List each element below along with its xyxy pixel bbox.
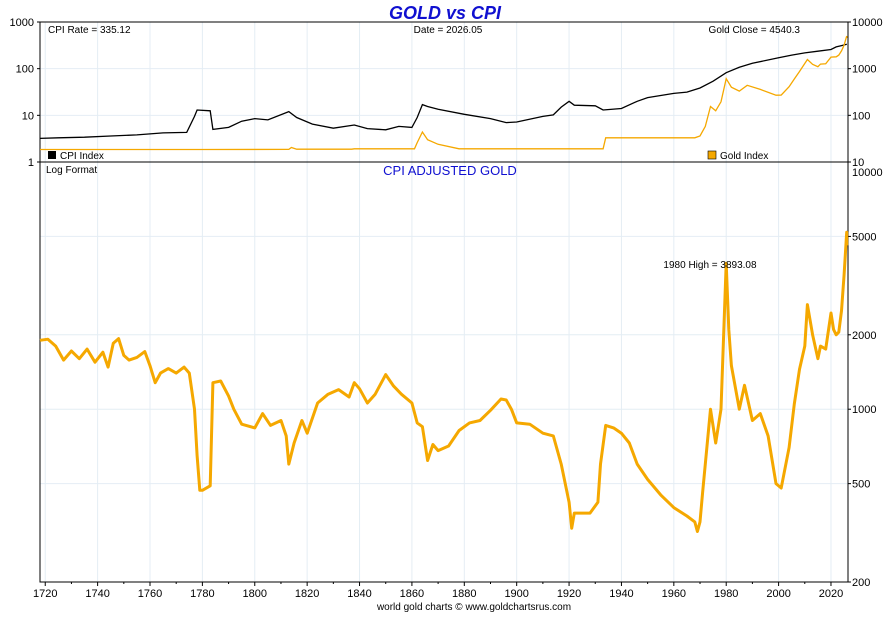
bottom-panel-title: CPI ADJUSTED GOLD bbox=[383, 163, 517, 178]
x-tick-label: 1720 bbox=[33, 588, 57, 600]
gold-index-line bbox=[40, 35, 848, 151]
cpi-adjusted-gold-line bbox=[39, 230, 849, 533]
right-tick-label: 5000 bbox=[852, 231, 876, 243]
x-tick-label: 1740 bbox=[85, 588, 109, 600]
cpi-index-line bbox=[39, 43, 847, 140]
top-left-tick-label: 1 bbox=[28, 157, 34, 169]
x-tick-label: 1860 bbox=[400, 588, 424, 600]
top-panel-axes: 1 10 100 1000 10 100 1000 10000 bbox=[10, 17, 883, 169]
x-tick-label: 1920 bbox=[557, 588, 581, 600]
x-tick-label: 1880 bbox=[452, 588, 476, 600]
x-tick-label: 1820 bbox=[295, 588, 319, 600]
right-tick-label: 10000 bbox=[852, 167, 883, 179]
right-tick-label: 1000 bbox=[852, 404, 876, 416]
top-panel-frame bbox=[39, 21, 849, 163]
cpi-legend-swatch bbox=[48, 151, 56, 159]
bottom-panel-axes: 1720 1740 1760 1780 1800 1820 1840 1860 1880 1900… bbox=[33, 161, 883, 600]
top-right-tick-label: 10 bbox=[852, 157, 864, 169]
log-format-note: Log Format bbox=[46, 165, 97, 176]
bottom-panel-frame bbox=[39, 161, 849, 583]
right-tick-label: 2000 bbox=[852, 330, 876, 342]
right-tick-label: 200 bbox=[852, 577, 870, 589]
top-left-tick-label: 100 bbox=[16, 64, 34, 76]
x-tick-label: 2000 bbox=[766, 588, 790, 600]
chart-title: GOLD vs CPI bbox=[389, 3, 502, 23]
bottom-panel: 1720 1740 1760 1780 1800 1820 1840 1860 1880 1900… bbox=[33, 161, 883, 600]
1980-high-annotation: 1980 High = 3893.08 bbox=[663, 260, 757, 271]
bottom-panel-grid bbox=[40, 161, 848, 583]
top-panel-grid bbox=[40, 21, 848, 163]
right-tick-label: 500 bbox=[852, 479, 870, 491]
top-left-tick-label: 10 bbox=[22, 110, 34, 122]
x-tick-label: 2020 bbox=[819, 588, 843, 600]
x-tick-label: 1940 bbox=[609, 588, 633, 600]
top-right-tick-label: 100 bbox=[852, 110, 870, 122]
top-right-tick-label: 1000 bbox=[852, 64, 876, 76]
x-tick-label: 1780 bbox=[190, 588, 214, 600]
footer-credit: world gold charts © www.goldchartsrus.co… bbox=[376, 602, 571, 613]
top-panel: 1 10 100 1000 10 100 1000 10000 CPI Rate = 335.… bbox=[10, 17, 883, 169]
top-right-tick-label: 10000 bbox=[852, 17, 883, 29]
x-tick-label: 1980 bbox=[714, 588, 738, 600]
x-tick-label: 1800 bbox=[243, 588, 267, 600]
gold-legend-label: Gold Index bbox=[720, 151, 768, 162]
gold-legend-swatch bbox=[707, 150, 717, 160]
cpi-rate-readout: CPI Rate = 335.12 bbox=[48, 25, 131, 36]
x-tick-label: 1900 bbox=[504, 588, 528, 600]
x-tick-label: 1760 bbox=[138, 588, 162, 600]
date-readout: Date = 2026.05 bbox=[414, 25, 483, 36]
gold-close-readout: Gold Close = 4540.3 bbox=[709, 25, 801, 36]
top-left-tick-label: 1000 bbox=[10, 17, 34, 29]
x-tick-label: 1960 bbox=[662, 588, 686, 600]
cpi-legend-label: CPI Index bbox=[60, 151, 104, 162]
x-tick-label: 1840 bbox=[347, 588, 371, 600]
